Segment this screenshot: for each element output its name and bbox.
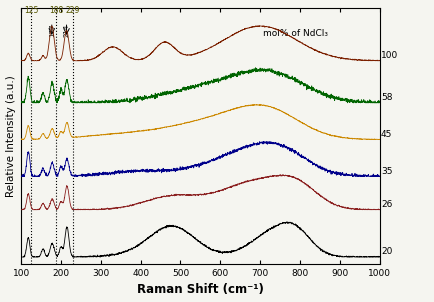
Text: 125: 125 (24, 6, 38, 15)
Text: 58: 58 (381, 93, 392, 102)
Text: 35: 35 (381, 167, 392, 176)
Text: 26: 26 (381, 200, 392, 209)
Text: 100: 100 (381, 51, 398, 60)
Y-axis label: Relative Intensity (a.u.): Relative Intensity (a.u.) (6, 75, 16, 197)
Text: mol% of NdCl₃: mol% of NdCl₃ (263, 29, 328, 38)
Text: 188: 188 (49, 6, 63, 15)
Text: 177: 177 (49, 23, 55, 37)
X-axis label: Raman Shift (cm⁻¹): Raman Shift (cm⁻¹) (137, 284, 264, 297)
Text: 45: 45 (381, 130, 392, 139)
Text: 20: 20 (381, 247, 392, 256)
Text: 229: 229 (66, 6, 80, 15)
Text: 214: 214 (63, 24, 69, 37)
